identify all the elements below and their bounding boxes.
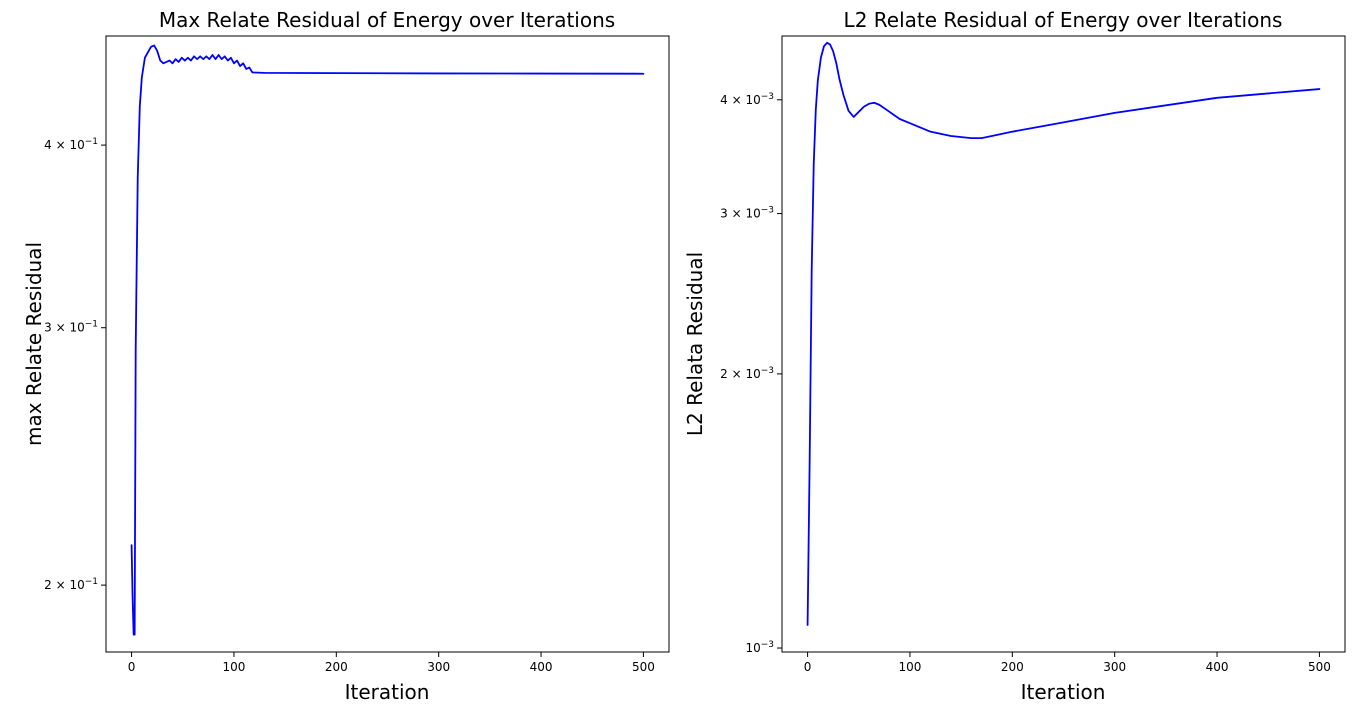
chart-panel-l2: L2 Relate Residual of Energy over Iterat… — [683, 8, 1346, 704]
x-tick-label: 500 — [632, 660, 655, 674]
y-tick-label: 4 × 10−1 — [44, 137, 98, 152]
x-tick-label: 0 — [128, 660, 136, 674]
x-tick-label: 100 — [899, 660, 922, 674]
y-tick-label: 2 × 10−1 — [44, 577, 98, 592]
x-tick-label: 400 — [1206, 660, 1229, 674]
y-tick-label: 10−3 — [745, 640, 774, 655]
x-tick-label: 400 — [530, 660, 553, 674]
x-tick-label: 300 — [1103, 660, 1126, 674]
series-line — [130, 44, 645, 636]
chart-panel-max: Max Relate Residual of Energy over Itera… — [22, 8, 670, 704]
x-tick-label: 200 — [1001, 660, 1024, 674]
y-tick-label: 2 × 10−3 — [720, 366, 774, 381]
plot-frame — [781, 35, 1346, 653]
y-tick-label: 4 × 10−3 — [720, 92, 774, 107]
y-tick-label: 3 × 10−3 — [720, 206, 774, 221]
y-axis-label: max Relate Residual — [22, 242, 46, 446]
x-tick-label: 500 — [1308, 660, 1331, 674]
chart-title: Max Relate Residual of Energy over Itera… — [159, 8, 615, 32]
x-tick-label: 300 — [427, 660, 450, 674]
series-line — [806, 41, 1321, 626]
x-tick-label: 200 — [325, 660, 348, 674]
x-tick-label: 100 — [223, 660, 246, 674]
y-axis-label: L2 Relata Residual — [683, 252, 707, 436]
axis-ticks: 0 100 200 300 400 500 10−3 2 × 10−3 3 × 10−3 4 × … — [720, 92, 1331, 674]
y-tick-label: 3 × 10−1 — [44, 320, 98, 335]
x-tick-label: 0 — [804, 660, 812, 674]
chart-title: L2 Relate Residual of Energy over Iterat… — [844, 8, 1283, 32]
x-axis-label: Iteration — [1021, 680, 1106, 704]
x-axis-label: Iteration — [345, 680, 430, 704]
axis-ticks: 0 100 200 300 400 500 2 × 10−1 3 × 10−1 4 × 10−1 — [44, 137, 655, 674]
plot-frame — [105, 35, 670, 653]
